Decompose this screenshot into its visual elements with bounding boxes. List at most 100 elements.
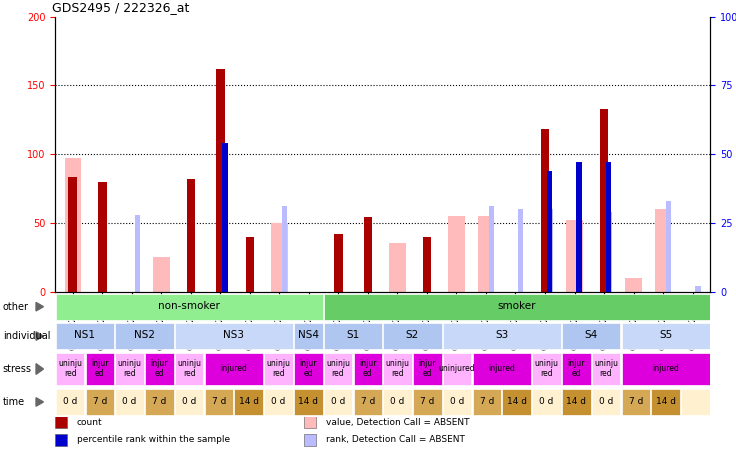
Bar	[324, 293, 710, 320]
Text: S3: S3	[495, 330, 509, 340]
Bar	[413, 353, 442, 385]
Bar	[55, 434, 67, 446]
Bar	[68, 177, 77, 292]
Bar	[389, 244, 406, 292]
Text: 7 d: 7 d	[420, 397, 434, 406]
Bar	[606, 162, 611, 292]
Bar	[294, 389, 322, 415]
Bar	[205, 389, 233, 415]
Text: NS4: NS4	[298, 330, 319, 340]
Bar	[443, 389, 472, 415]
Text: 0 d: 0 d	[272, 397, 286, 406]
Bar	[562, 389, 590, 415]
Text: uninju
red: uninju red	[534, 359, 559, 378]
Text: smoker: smoker	[498, 301, 536, 311]
Text: 7 d: 7 d	[212, 397, 226, 406]
Bar	[383, 389, 412, 415]
Text: rank, Detection Call = ABSENT: rank, Detection Call = ABSENT	[326, 436, 464, 444]
Text: percentile rank within the sample: percentile rank within the sample	[77, 436, 230, 444]
Bar	[548, 209, 553, 292]
Bar	[324, 389, 353, 415]
Bar	[443, 353, 472, 385]
Text: stress: stress	[3, 364, 32, 374]
Bar	[98, 182, 107, 292]
Bar	[592, 353, 620, 385]
Bar	[443, 323, 561, 349]
Bar	[294, 353, 322, 385]
Text: injur
ed: injur ed	[419, 359, 436, 378]
Bar	[665, 201, 671, 292]
Bar	[567, 220, 583, 292]
Bar	[626, 278, 642, 292]
Text: 14 d: 14 d	[656, 397, 676, 406]
Bar	[56, 353, 85, 385]
Bar	[353, 353, 382, 385]
Bar	[304, 434, 316, 446]
Bar	[116, 323, 174, 349]
Bar	[621, 389, 650, 415]
Bar	[364, 217, 372, 292]
Text: value, Detection Call = ABSENT: value, Detection Call = ABSENT	[326, 418, 470, 427]
Bar	[175, 323, 293, 349]
Text: 0 d: 0 d	[539, 397, 553, 406]
Bar	[264, 389, 293, 415]
Bar	[85, 389, 114, 415]
Bar	[651, 389, 680, 415]
Text: 0 d: 0 d	[182, 397, 197, 406]
Bar	[696, 286, 701, 292]
Bar	[116, 389, 144, 415]
Text: uninju
red: uninju red	[266, 359, 291, 378]
Bar	[116, 353, 144, 385]
Text: NS1: NS1	[74, 330, 96, 340]
Text: individual: individual	[3, 331, 50, 341]
Text: time: time	[3, 397, 25, 407]
Bar	[186, 179, 195, 292]
Polygon shape	[36, 364, 43, 374]
Text: count: count	[77, 418, 102, 427]
Bar	[518, 209, 523, 292]
Bar	[540, 129, 550, 292]
Text: 7 d: 7 d	[361, 397, 375, 406]
Bar	[85, 353, 114, 385]
Bar	[655, 209, 671, 292]
Text: injured: injured	[652, 364, 679, 373]
Bar	[473, 353, 531, 385]
Bar	[562, 353, 590, 385]
Bar	[592, 389, 620, 415]
Bar	[246, 237, 255, 292]
Bar	[175, 353, 203, 385]
Bar	[304, 416, 316, 428]
Text: uninju
red: uninju red	[58, 359, 82, 378]
Bar	[65, 158, 81, 292]
Bar	[681, 389, 710, 415]
Text: NS3: NS3	[223, 330, 244, 340]
Text: S4: S4	[584, 330, 598, 340]
Text: 14 d: 14 d	[506, 397, 527, 406]
Bar	[56, 293, 322, 320]
Text: 7 d: 7 d	[93, 397, 107, 406]
Text: uninju
red: uninju red	[326, 359, 350, 378]
Bar	[422, 237, 431, 292]
Text: 0 d: 0 d	[122, 397, 137, 406]
Polygon shape	[36, 302, 43, 311]
Text: injur
ed: injur ed	[359, 359, 377, 378]
Bar	[606, 212, 612, 292]
Text: non-smoker: non-smoker	[158, 301, 220, 311]
Bar	[532, 353, 561, 385]
Bar	[264, 353, 293, 385]
Bar	[55, 416, 67, 428]
Text: S5: S5	[659, 330, 672, 340]
Text: NS2: NS2	[134, 330, 155, 340]
Polygon shape	[36, 332, 43, 340]
Text: 14 d: 14 d	[238, 397, 259, 406]
Bar	[383, 323, 442, 349]
Text: 0 d: 0 d	[63, 397, 77, 406]
Text: 7 d: 7 d	[152, 397, 166, 406]
Bar	[294, 323, 322, 349]
Bar	[235, 389, 263, 415]
Text: 0 d: 0 d	[450, 397, 464, 406]
Bar	[532, 389, 561, 415]
Bar	[489, 206, 494, 292]
Bar	[562, 323, 620, 349]
Text: 7 d: 7 d	[629, 397, 643, 406]
